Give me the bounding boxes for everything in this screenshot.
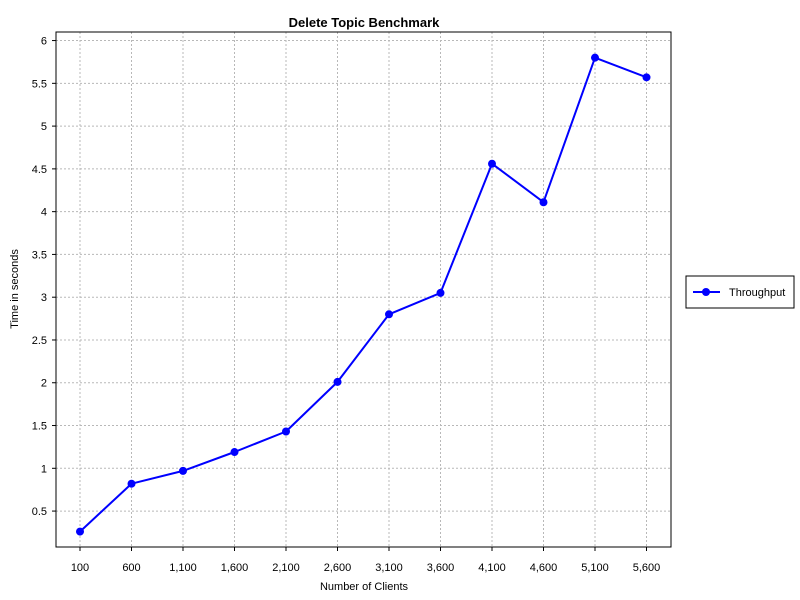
y-tick-label: 3 — [41, 292, 47, 304]
x-tick-label: 5,100 — [581, 562, 609, 574]
y-tick-label: 2.5 — [32, 335, 47, 347]
x-axis-label: Number of Clients — [320, 581, 409, 593]
y-tick-label: 6 — [41, 36, 47, 48]
data-point — [282, 427, 290, 436]
data-point — [385, 310, 393, 319]
y-tick-label: 4 — [41, 207, 47, 219]
x-tick-label: 5,600 — [633, 562, 661, 574]
y-tick-label: 1 — [41, 463, 47, 475]
data-point — [642, 73, 651, 82]
grid-lines — [56, 32, 671, 547]
data-point — [230, 448, 239, 457]
data-point — [179, 466, 187, 475]
x-tick-label: 100 — [71, 562, 89, 574]
data-point — [127, 479, 136, 488]
data-point — [539, 198, 548, 207]
x-tick-label: 1,600 — [221, 562, 249, 574]
chart-title: Delete Topic Benchmark — [289, 15, 441, 30]
legend: Throughput — [685, 275, 795, 309]
x-tick-label: 600 — [122, 562, 140, 574]
series-group — [76, 53, 651, 536]
series-line-throughput — [79, 56, 647, 533]
y-tick-label: 5.5 — [32, 78, 47, 90]
y-tick-label: 0.5 — [32, 506, 47, 518]
data-point — [333, 377, 342, 386]
y-axis: 0.5 1 1.5 2 2.5 3 3.5 4 4.5 5 5.5 6 — [32, 36, 56, 518]
x-tick-label: 1,100 — [169, 562, 197, 574]
data-point — [76, 527, 84, 536]
x-tick-label: 2,100 — [272, 562, 300, 574]
legend-label-throughput: Throughput — [729, 287, 785, 299]
x-tick-label: 3,100 — [375, 562, 403, 574]
data-point — [488, 159, 496, 168]
x-tick-label: 2,600 — [324, 562, 352, 574]
plot-frame — [55, 31, 672, 548]
y-tick-label: 4.5 — [32, 164, 47, 176]
y-axis-label: Time in seconds — [9, 249, 21, 329]
y-tick-label: 5 — [41, 121, 47, 133]
x-tick-label: 3,600 — [427, 562, 455, 574]
y-tick-label: 2 — [41, 378, 47, 390]
data-point — [591, 53, 599, 62]
y-tick-label: 3.5 — [32, 249, 47, 261]
y-tick-label: 1.5 — [32, 421, 47, 433]
x-tick-label: 4,600 — [530, 562, 558, 574]
legend-point-marker — [702, 288, 710, 296]
data-point — [436, 288, 445, 297]
plot-area — [56, 32, 671, 547]
x-tick-label: 4,100 — [478, 562, 506, 574]
x-axis: 100 600 1,100 1,600 2,100 2,600 3,100 3,600 4,10… — [71, 547, 660, 574]
